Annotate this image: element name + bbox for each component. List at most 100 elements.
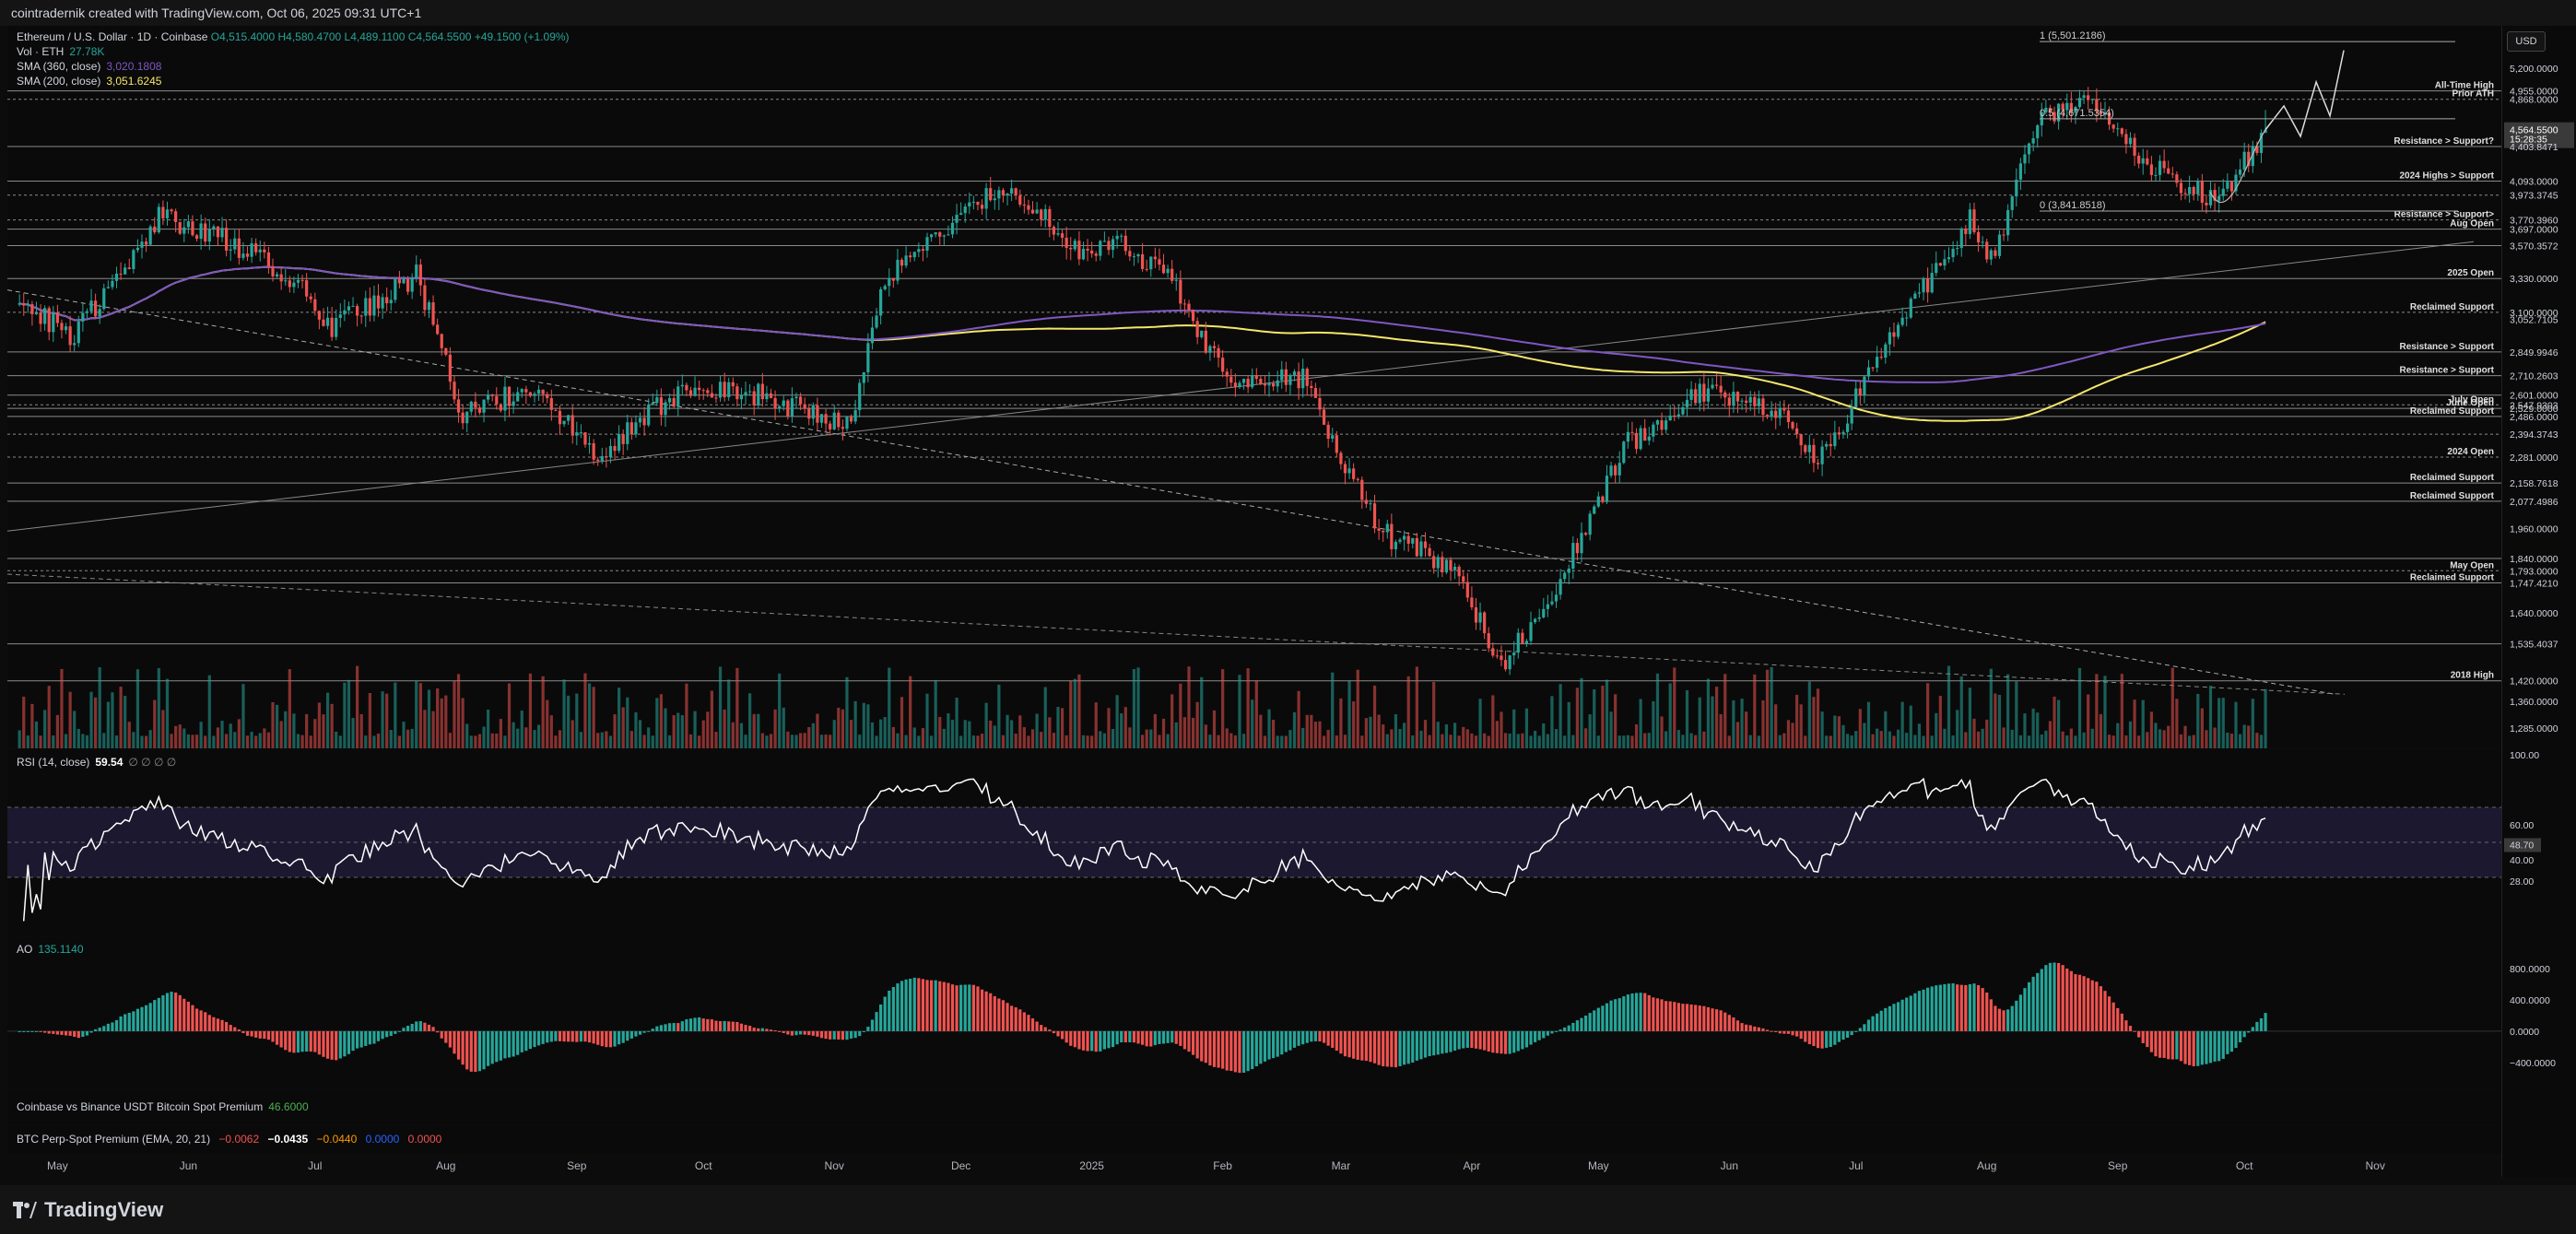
volume-bar	[1676, 730, 1680, 748]
ao-bar	[453, 1030, 456, 1054]
volume-row: Vol · ETH 27.78K	[17, 44, 570, 59]
volume-bar	[191, 735, 194, 748]
volume-bar	[1318, 721, 1322, 748]
ao-bar	[693, 1017, 697, 1031]
candle-body	[667, 397, 672, 403]
ao-bar	[1411, 1030, 1415, 1064]
candle-body	[292, 282, 296, 288]
volume-bar	[862, 702, 865, 748]
ao-bar	[469, 1030, 473, 1072]
ao-bar	[546, 1030, 549, 1043]
ao-bar	[879, 1004, 883, 1031]
candle-body	[2188, 186, 2192, 194]
candle-body	[1681, 406, 1685, 415]
ao-bar	[2048, 962, 2053, 1031]
candle-body	[626, 422, 629, 444]
candle-body	[1981, 241, 1984, 243]
currency-badge[interactable]: USD	[2507, 31, 2546, 52]
time-axis[interactable]: May Jun Jul Aug Sep Oct Nov Dec 2025 Feb Mar Apr May…	[7, 1155, 2501, 1177]
tradingview-wordmark: TradingView	[44, 1198, 164, 1221]
candle-body	[2015, 179, 2018, 197]
candle-body	[1795, 428, 1799, 435]
ao-bar	[1322, 1030, 1326, 1043]
volume-bar	[1761, 699, 1765, 748]
candle-body	[2069, 102, 2073, 113]
candle-body	[980, 205, 984, 209]
ao-bar	[621, 1030, 625, 1043]
candle-body	[807, 408, 811, 419]
perp-panel[interactable]: BTC Perp-Spot Premium (EMA, 20, 21) −0.0…	[7, 1126, 2501, 1154]
rsi-panel[interactable]: RSI (14, close) 59.54 ∅ ∅ ∅ ∅	[7, 749, 2501, 935]
volume-bar	[30, 703, 34, 748]
ao-bar	[1968, 983, 1972, 1031]
sma200-label[interactable]: SMA (200, close)	[17, 75, 101, 88]
candle-body	[1930, 273, 1934, 293]
candle-body	[1913, 293, 1917, 300]
ao-bar	[119, 1016, 123, 1031]
ao-bar	[1001, 1000, 1006, 1031]
perp-label[interactable]: BTC Perp-Spot Premium (EMA, 20, 21)	[17, 1133, 211, 1146]
candles	[18, 87, 2267, 676]
ao-bar	[1900, 999, 1904, 1031]
ao-bar	[1432, 1030, 1436, 1056]
candle-body	[499, 404, 502, 411]
candle-body	[343, 310, 347, 315]
ao-bar	[1601, 1005, 1605, 1031]
volume-bar	[1630, 735, 1634, 748]
volume-bar	[832, 720, 836, 748]
premium-panel[interactable]: Coinbase vs Binance USDT Bitcoin Spot Pr…	[7, 1090, 2501, 1125]
premium-label[interactable]: Coinbase vs Binance USDT Bitcoin Spot Pr…	[17, 1100, 264, 1113]
price-axis-label: 2,281.0000	[2510, 452, 2558, 464]
candle-body	[338, 314, 342, 318]
candle-body	[1081, 248, 1086, 260]
ao-bar	[1238, 1030, 1241, 1074]
ao-bar	[2242, 1030, 2246, 1038]
volume-bar	[1436, 722, 1440, 748]
candle-body	[925, 237, 929, 252]
candle-body	[456, 399, 461, 413]
sma360-label[interactable]: SMA (360, close)	[17, 60, 101, 73]
candle-body	[258, 249, 262, 253]
rsi-label[interactable]: RSI (14, close)	[17, 756, 90, 769]
ao-panel[interactable]: AO 135.1140	[7, 936, 2501, 1089]
candle-body	[1951, 248, 1955, 258]
volume-bar	[225, 734, 229, 748]
volume-bar	[554, 735, 558, 748]
volume-bar	[444, 695, 448, 748]
candle-body	[1876, 357, 1879, 369]
candle-body	[1018, 195, 1022, 206]
volume-bar	[389, 730, 393, 748]
volume-bar	[170, 734, 173, 748]
candle-body	[1322, 409, 1326, 425]
symbol-name[interactable]: Ethereum / U.S. Dollar · 1D · Coinbase	[17, 30, 208, 43]
candle-body	[2162, 160, 2166, 169]
ao-bar	[30, 1030, 34, 1032]
tradingview-logo[interactable]: TradingView	[13, 1198, 163, 1222]
volume-bar	[2221, 698, 2225, 748]
candle-body	[1457, 566, 1461, 577]
candle-body	[114, 273, 119, 281]
volume-bar	[2006, 674, 2010, 748]
volume-bar	[165, 678, 170, 748]
candle-body	[30, 304, 34, 314]
candle-body	[1871, 367, 1875, 369]
volume-label[interactable]: Vol · ETH	[17, 45, 65, 58]
candle-body	[731, 382, 735, 387]
ao-bar	[76, 1030, 80, 1039]
volume-bar	[1347, 680, 1351, 748]
price-panel[interactable]: All-Time High Prior ATH Resistance > Suppo…	[7, 26, 2501, 748]
candle-body	[950, 222, 955, 235]
volume-bar	[1208, 735, 1212, 748]
volume-bar	[925, 693, 929, 748]
ao-bar	[2116, 1007, 2120, 1031]
volume-bar	[765, 735, 769, 748]
price-axis[interactable]: 5,200.0000 4,955.0000 4,868.0000 4,564.5500…	[2501, 26, 2576, 1177]
volume-bar	[900, 697, 904, 748]
ao-bar	[2192, 1030, 2195, 1066]
candle-body	[1436, 557, 1440, 569]
candle-body	[1276, 380, 1279, 387]
candle-body	[296, 279, 300, 283]
ao-bar	[676, 1023, 680, 1031]
volume-bar	[153, 699, 157, 748]
ao-label[interactable]: AO	[17, 943, 33, 956]
